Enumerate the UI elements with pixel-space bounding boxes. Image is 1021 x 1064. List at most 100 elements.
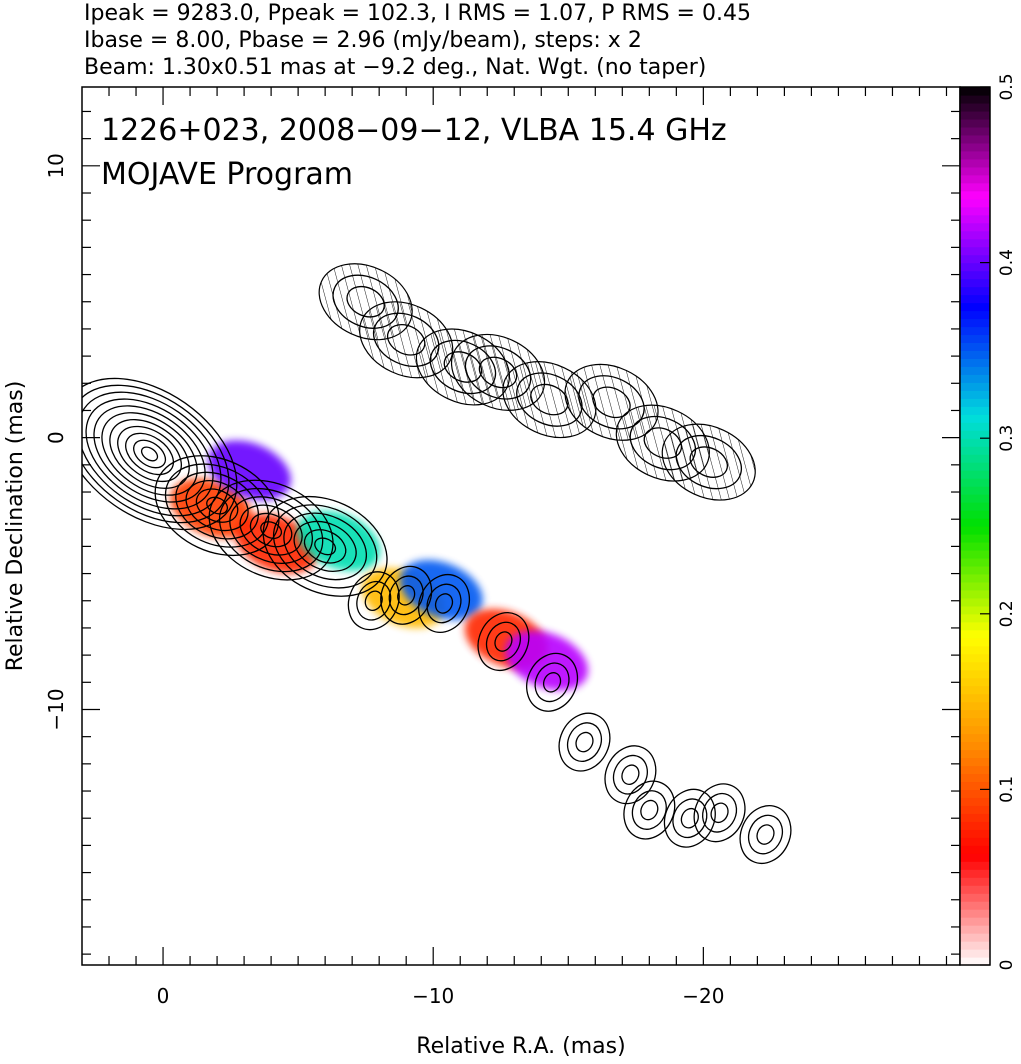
colorbar-stripe	[960, 661, 990, 671]
colorbar-stripe	[960, 685, 990, 695]
colorbar-stripe	[960, 174, 990, 184]
offset-jet-component-7	[661, 423, 756, 501]
colorbar-stripe	[960, 565, 990, 575]
colorbar-stripe	[960, 382, 990, 391]
y-tick-label: 0	[44, 431, 68, 444]
header-line-2: Ibase = 8.00, Pbase = 2.96 (mJy/beam), s…	[84, 28, 642, 53]
jet-component-14	[739, 805, 792, 864]
colorbar-stripe	[960, 454, 990, 463]
colorbar-stripe	[960, 837, 990, 846]
colorbar-stripe	[960, 541, 990, 551]
colorbar-stripe	[960, 94, 990, 104]
colorbar-stripe	[960, 613, 990, 623]
colorbar-stripe	[960, 406, 990, 415]
colorbar-stripe	[960, 398, 990, 407]
colorbar-stripe	[960, 166, 990, 176]
tick-label-layer: 0 −10 −20 10 0 −10	[44, 153, 724, 1008]
header-line-3: Beam: 1.30x0.51 mas at −9.2 deg., Nat. W…	[84, 55, 706, 80]
colorbar-stripe	[960, 342, 990, 351]
colorbar-stripe	[960, 805, 990, 814]
jet-component-6	[417, 573, 471, 633]
colorbar-stripe	[960, 581, 990, 591]
colorbar-stripe	[960, 262, 990, 272]
colorbar-stripe	[960, 909, 990, 918]
colorbar-stripe	[960, 438, 990, 447]
colorbar-stripe	[960, 374, 990, 383]
polarized-region-0	[170, 478, 254, 539]
colorbar-stripe	[960, 533, 990, 543]
colorbar-ticks: 0 0.1 0.2 0.3 0.4 0.5	[980, 73, 1017, 970]
colorbar-stripe	[960, 813, 990, 822]
colorbar-stripe	[960, 526, 990, 535]
colorbar-stripe	[960, 557, 990, 567]
colorbar-stripe	[960, 358, 990, 367]
colorbar-stripe	[960, 390, 990, 399]
jet-component-0	[82, 377, 238, 531]
colorbar-stripe	[960, 725, 990, 735]
colorbar-stripe	[960, 510, 990, 519]
colorbar-stripe	[960, 957, 990, 966]
colorbar-stripe	[960, 949, 990, 958]
colorbar-stripe	[960, 278, 990, 288]
colorbar-stripe	[960, 765, 990, 775]
colorbar-stripe	[960, 110, 990, 120]
colorbar-stripe	[960, 182, 990, 192]
jet-component-7	[477, 612, 530, 672]
colorbar-stripe	[960, 142, 990, 152]
colorbar-stripe	[960, 214, 990, 224]
colorbar-stripe	[960, 677, 990, 687]
colorbar-stripe	[960, 222, 990, 232]
colorbar-tick-label: 0.2	[997, 600, 1017, 627]
colorbar-stripe	[960, 933, 990, 942]
colorbar-stripe	[960, 126, 990, 136]
jet-component-13	[693, 783, 746, 843]
colorbar-stripe	[960, 589, 990, 599]
colorbar-stripe	[960, 733, 990, 743]
plot-area	[82, 263, 792, 864]
colorbar-stripe	[960, 446, 990, 455]
colorbar-tick-label: 0	[997, 960, 1017, 971]
colorbar-stripe	[960, 709, 990, 719]
colorbar-stripe	[960, 821, 990, 830]
colorbar-stripe	[960, 486, 990, 495]
colorbar-stripe	[960, 334, 990, 344]
colorbar-stripe	[960, 198, 990, 208]
colorbar-stripe	[960, 190, 990, 200]
polarized-region-1	[235, 513, 318, 574]
colorbar-tick-label: 0.5	[997, 73, 1017, 100]
jet-component-1	[154, 455, 280, 557]
colorbar-stripe	[960, 150, 990, 160]
colorbar-stripe	[960, 270, 990, 280]
colorbar-tick-label: 0.3	[997, 425, 1017, 452]
colorbar-stripe	[960, 462, 990, 471]
colorbar-stripe	[960, 925, 990, 934]
colorbar-stripe	[960, 230, 990, 240]
colorbar-stripe	[960, 757, 990, 767]
colorbar-tick-label: 0.1	[997, 776, 1017, 803]
colorbar-stripe	[960, 206, 990, 216]
colorbar-stripe	[960, 749, 990, 759]
colorbar-stripe	[960, 366, 990, 375]
colorbar-stripe	[960, 549, 990, 559]
colorbar-stripe	[960, 422, 990, 431]
colorbar-stripe	[960, 853, 990, 862]
colorbar-stripe	[960, 118, 990, 128]
colorbar-stripe	[960, 326, 990, 336]
contour-layer	[82, 263, 792, 864]
x-tick-label: −10	[412, 984, 454, 1008]
colorbar-stripe	[960, 669, 990, 679]
colorbar-stripe	[960, 917, 990, 926]
colorbar: 0 0.1 0.2 0.3 0.4 0.5	[959, 73, 1017, 970]
colorbar-stripe	[960, 246, 990, 256]
colorbar-stripe	[960, 653, 990, 663]
y-axis-label: Relative Declination (mas)	[3, 381, 28, 672]
colorbar-stripe	[960, 645, 990, 655]
colorbar-stripes	[960, 87, 990, 966]
colorbar-stripe	[960, 238, 990, 248]
colorbar-stripe	[960, 861, 990, 870]
polarized-region-7	[505, 630, 588, 691]
x-axis-label: Relative R.A. (mas)	[416, 1034, 625, 1059]
colorbar-stripe	[960, 869, 990, 878]
